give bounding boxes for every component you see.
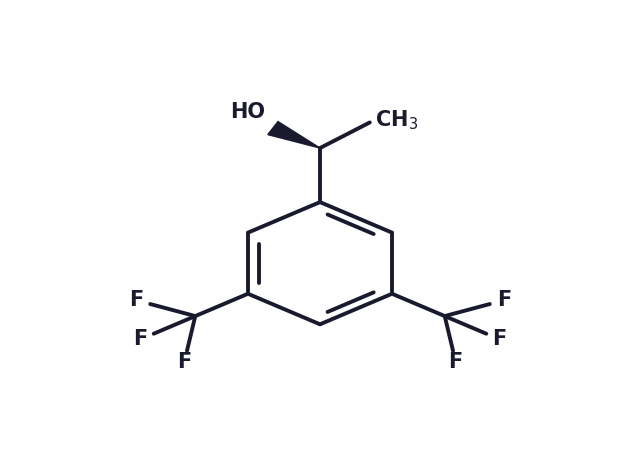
Text: F: F	[129, 290, 143, 310]
Text: HO: HO	[230, 102, 265, 122]
Text: F: F	[133, 329, 148, 349]
Text: F: F	[177, 352, 191, 372]
Text: F: F	[492, 329, 507, 349]
Text: F: F	[449, 352, 463, 372]
Text: F: F	[497, 290, 511, 310]
Text: CH$_3$: CH$_3$	[375, 108, 418, 132]
Polygon shape	[268, 122, 320, 148]
